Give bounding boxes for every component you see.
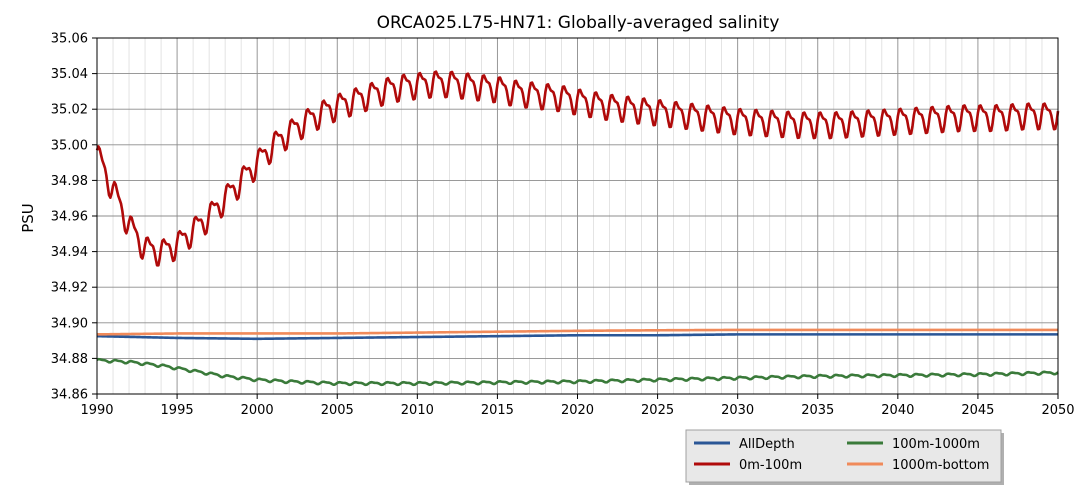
series-line-100m-1000m (96, 357, 1059, 387)
y-tick-label: 35.06 (51, 32, 88, 47)
y-tick-label: 34.94 (51, 245, 88, 260)
x-tick-label: 1990 (80, 403, 113, 418)
legend: AllDepth 0m-100m 100m-1000m 1000m-bottom (685, 429, 1004, 485)
series-line-1000m-bottom (96, 328, 1058, 336)
y-tick-label: 34.90 (51, 316, 88, 331)
legend-label: AllDepth (739, 437, 795, 452)
legend-items: AllDepth 0m-100m 100m-1000m 1000m-bottom (694, 437, 989, 473)
y-tick-label: 34.96 (51, 210, 88, 225)
y-tick-label: 34.88 (51, 352, 88, 367)
x-tick-label: 2030 (721, 403, 754, 418)
x-tick-label: 2040 (881, 403, 914, 418)
y-tick-label: 35.04 (51, 67, 88, 82)
x-tick-label: 2050 (1041, 403, 1074, 418)
legend-box (685, 429, 1002, 483)
tick-layer: 1990 1995 2000 2005 2010 2015 2020 2025 2030 2035… (51, 32, 1075, 419)
series-line-alldepth (96, 333, 1058, 341)
legend-label: 100m-1000m (892, 437, 980, 452)
x-tick-label: 2000 (241, 403, 274, 418)
y-tick-label: 34.98 (51, 174, 88, 189)
series-layer (95, 70, 1060, 387)
y-tick-label: 34.92 (51, 281, 88, 296)
y-tick-label: 35.00 (51, 138, 88, 153)
x-tick-label: 2035 (801, 403, 834, 418)
legend-label: 1000m-bottom (892, 458, 989, 473)
y-tick-label: 34.86 (51, 388, 88, 403)
y-axis-label: PSU (19, 203, 37, 233)
series-line-0m-100m (95, 70, 1060, 267)
legend-label: 0m-100m (739, 458, 802, 473)
x-tick-label: 2005 (321, 403, 354, 418)
x-tick-label: 2045 (961, 403, 994, 418)
chart-title: ORCA025.L75-HN71: Globally-averaged sali… (377, 13, 780, 33)
x-tick-label: 2015 (481, 403, 514, 418)
y-tick-label: 35.02 (51, 103, 88, 118)
x-tick-label: 1995 (161, 403, 194, 418)
x-tick-label: 2025 (641, 403, 674, 418)
x-tick-label: 2010 (401, 403, 434, 418)
x-tick-label: 2020 (561, 403, 594, 418)
